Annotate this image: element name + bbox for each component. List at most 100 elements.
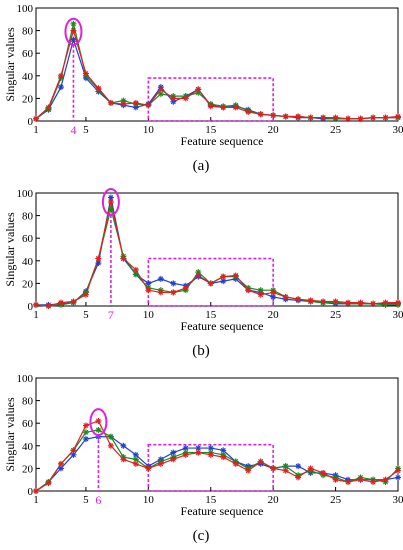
y-tick-label: 40: [22, 256, 34, 268]
data-point: [307, 114, 314, 121]
data-point: [270, 289, 277, 296]
y-tick-label: 0: [28, 486, 34, 498]
data-point: [45, 480, 52, 487]
data-point: [70, 36, 77, 43]
x-tick-label: 15: [205, 494, 217, 506]
data-point: [382, 299, 389, 306]
highlight-tick-label: 6: [95, 493, 101, 507]
y-tick-label: 100: [17, 373, 34, 385]
series-line-2: [35, 429, 399, 492]
data-point: [95, 85, 102, 92]
data-point: [132, 460, 139, 467]
x-tick-label: 20: [268, 494, 280, 506]
y-tick-label: 0: [28, 301, 34, 313]
data-point: [82, 422, 89, 429]
series-line-2: [35, 23, 398, 120]
y-axis-label: Singular values: [3, 397, 17, 472]
y-tick-label: 80: [22, 26, 34, 38]
data-point: [320, 114, 327, 121]
data-point: [245, 467, 252, 474]
x-tick-label: 20: [268, 309, 280, 321]
data-point: [382, 114, 389, 121]
series-line-2: [35, 208, 398, 307]
x-tick-label: 10: [143, 494, 155, 506]
data-point: [220, 273, 227, 280]
y-tick-label: 80: [22, 211, 34, 223]
data-point: [157, 86, 164, 93]
x-tick-label: 1: [33, 309, 39, 321]
data-point: [157, 275, 164, 282]
data-point: [132, 266, 139, 273]
data-point: [33, 488, 39, 494]
data-point: [395, 474, 401, 481]
y-tick-label: 40: [22, 441, 34, 453]
y-axis-label: Singular values: [3, 212, 17, 287]
data-point: [220, 454, 227, 461]
data-point: [107, 442, 114, 449]
data-point: [257, 291, 264, 298]
data-point: [157, 460, 164, 467]
data-point: [182, 95, 189, 102]
y-tick-label: 80: [22, 396, 34, 408]
highlight-box: [147, 77, 274, 122]
data-point: [270, 112, 277, 119]
data-point: [120, 255, 127, 262]
data-point: [332, 476, 339, 483]
data-point: [145, 102, 152, 109]
data-point: [282, 293, 289, 300]
y-axis-label: Singular values: [3, 27, 17, 102]
x-tick-label: 25: [330, 494, 342, 506]
series-line-1: [36, 197, 398, 306]
x-tick-label: 10: [143, 309, 155, 321]
y-tick-label: 20: [22, 93, 34, 105]
data-point: [182, 451, 189, 458]
data-point: [95, 426, 102, 433]
data-point: [45, 104, 52, 111]
y-tick-label: 60: [22, 48, 34, 60]
data-point: [320, 469, 327, 476]
data-point: [370, 300, 377, 307]
data-point: [57, 299, 64, 306]
data-point: [257, 458, 264, 465]
data-point: [95, 255, 102, 262]
data-point: [295, 113, 302, 120]
data-point: [370, 478, 377, 485]
data-point: [82, 70, 89, 77]
data-point: [70, 447, 77, 454]
y-tick-label: 100: [17, 3, 34, 15]
data-point: [45, 303, 52, 309]
x-axis-label: Feature sequence: [181, 504, 264, 518]
data-point: [232, 272, 239, 279]
series-line-3: [35, 201, 398, 307]
data-point: [145, 465, 152, 472]
x-tick-label: 1: [33, 124, 39, 136]
x-tick-label: 20: [268, 124, 280, 136]
data-point: [395, 113, 401, 120]
data-point: [207, 103, 214, 110]
data-point: [307, 297, 314, 304]
data-point: [107, 99, 114, 106]
x-tick-label: 10: [143, 124, 155, 136]
data-point: [157, 289, 164, 296]
x-tick-label: 5: [83, 124, 89, 136]
data-point: [395, 467, 401, 474]
data-point: [33, 115, 39, 122]
data-point: [145, 287, 152, 294]
data-point: [307, 465, 314, 472]
panel-label: (a): [193, 158, 210, 174]
data-point: [245, 287, 252, 294]
data-point: [357, 476, 364, 483]
data-point: [120, 456, 127, 463]
data-point: [157, 90, 164, 97]
data-point: [357, 299, 364, 306]
data-point: [345, 299, 352, 306]
plot-frame: [35, 7, 399, 122]
data-point: [207, 451, 214, 458]
x-axis-label: Feature sequence: [181, 319, 264, 333]
data-point: [207, 280, 214, 287]
data-point: [33, 301, 39, 308]
panel-label: (b): [192, 343, 210, 359]
x-tick-label: 30: [393, 124, 403, 136]
